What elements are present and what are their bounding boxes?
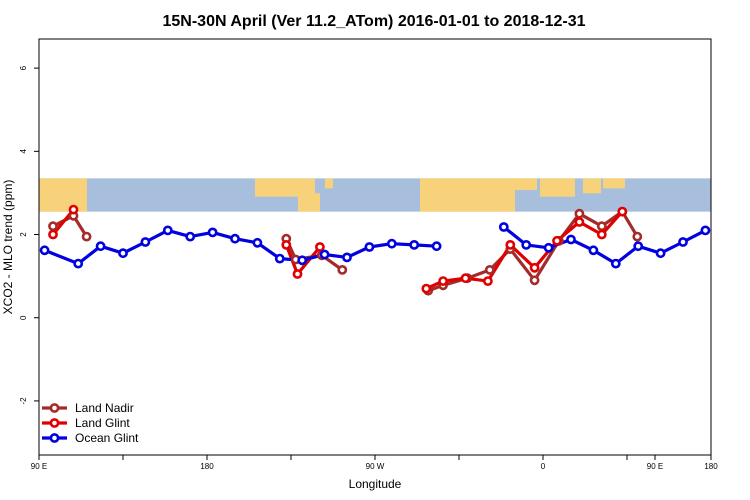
ocean-glint-point (95, 241, 106, 252)
y-tick-label: -2 (19, 397, 28, 405)
land-glint-point (281, 239, 292, 250)
world-map-band (39, 178, 711, 212)
land-nadir-point (484, 264, 495, 275)
ocean-glint-point (700, 225, 711, 236)
y-axis: -2 0 2 4 6 (19, 65, 39, 404)
ocean-glint-point (431, 241, 442, 252)
land-glint-point (292, 269, 303, 279)
ocean-glint-point (319, 249, 330, 260)
land-nadir-point (574, 208, 585, 219)
ocean-glint-point (521, 239, 532, 250)
land-arabia-north (515, 178, 537, 191)
ocean-glint-point (655, 248, 666, 259)
land-caribbean (325, 178, 333, 189)
legend-land-glint-marker (49, 418, 60, 428)
ocean-glint-point (633, 241, 644, 252)
ocean-glint-line-1 (502, 225, 707, 266)
ocean-glint-point (610, 258, 621, 269)
ocean-glint-point (364, 242, 375, 252)
land-india (583, 178, 601, 194)
y-axis-label: XCO2 - MLO trend (ppm) (1, 180, 15, 315)
ocean-glint-point (297, 255, 308, 266)
ocean-glint-point (588, 245, 599, 256)
land-north-america (255, 178, 315, 197)
ocean-glint-point (118, 248, 128, 259)
land-glint-point (552, 235, 562, 246)
ocean-glint-point (274, 253, 285, 264)
land-glint-point (505, 239, 516, 250)
ocean-glint-point (207, 227, 218, 238)
land-glint-point (617, 206, 628, 217)
x-tick-label: 90 E (647, 462, 663, 471)
ocean-glint-point (73, 258, 84, 269)
series-lines (43, 208, 707, 293)
land-glint-point (48, 229, 58, 240)
ocean-glint-point (162, 225, 173, 236)
land-glint-point (529, 262, 540, 273)
land-se-asia (603, 178, 625, 189)
land-nadir-point (596, 221, 607, 232)
land-glint-point (68, 204, 79, 215)
series-points (39, 204, 711, 296)
land-glint-point (438, 276, 448, 286)
x-tick-label: 90 W (366, 462, 385, 471)
land-nadir-point (48, 221, 58, 232)
land-africa (420, 178, 515, 212)
ocean-glint-point (185, 231, 196, 242)
ocean-glint-point (678, 237, 688, 247)
land-nadir-point (337, 264, 348, 275)
ocean-glint-point (252, 237, 263, 248)
legend-land-glint-label: Land Glint (75, 416, 130, 430)
land-nadir-point (81, 231, 92, 242)
land-central-america (298, 193, 320, 212)
y-tick-label: 0 (19, 315, 28, 320)
ocean-glint-point (230, 233, 240, 244)
x-tick-label: 180 (200, 462, 214, 471)
ocean-glint-point (39, 245, 50, 256)
ocean-glint-point (409, 239, 420, 250)
legend-ocean-glint-marker (49, 433, 60, 443)
land-arabia (540, 178, 575, 197)
land-glint-point (574, 217, 585, 227)
land-glint-line-2 (424, 210, 624, 291)
land-glint-point (421, 283, 432, 294)
legend-land-nadir-label: Land Nadir (75, 401, 134, 415)
ocean-glint-point (566, 234, 576, 245)
land-glint-point (596, 229, 607, 240)
x-tick-label: 90 E (31, 462, 47, 471)
legend-land-nadir-marker (49, 403, 60, 413)
ocean-glint-point (498, 222, 509, 232)
land-nadir-point (529, 275, 540, 286)
land-nadir-point (632, 231, 643, 242)
x-tick-label: 0 (541, 462, 546, 471)
legend-ocean-glint-label: Ocean Glint (75, 431, 139, 445)
land-glint-point (482, 276, 493, 286)
y-tick-label: 4 (19, 149, 28, 154)
chart-title: 15N-30N April (Ver 11.2_ATom) 2016-01-01… (162, 13, 585, 30)
ocean-glint-point (543, 242, 554, 253)
x-axis: 90 E 180 90 W 0 90 E 180 (31, 455, 718, 471)
y-tick-label: 2 (19, 232, 28, 237)
land-glint-point (314, 242, 325, 252)
x-axis-label: Longitude (349, 477, 402, 491)
x-tick-label: 180 (704, 462, 718, 471)
land-glint-point (460, 273, 471, 284)
ocean-glint-point (140, 237, 151, 247)
ocean-glint-point (386, 238, 397, 249)
land-asia-west (39, 178, 87, 212)
ocean-glint-point (342, 252, 352, 263)
y-tick-label: 6 (19, 65, 28, 70)
